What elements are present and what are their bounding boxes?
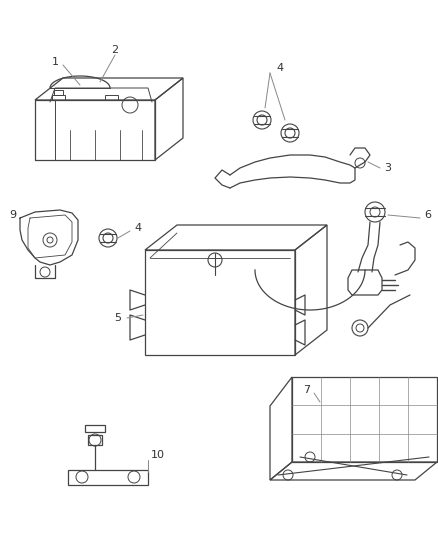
Text: 5: 5 (114, 313, 121, 323)
Text: 9: 9 (10, 210, 17, 220)
Text: 10: 10 (151, 450, 165, 460)
Text: 7: 7 (304, 385, 311, 395)
Text: 4: 4 (134, 223, 141, 233)
Text: 6: 6 (424, 210, 431, 220)
Text: 2: 2 (111, 45, 119, 55)
Text: 1: 1 (52, 57, 59, 67)
Text: 4: 4 (276, 63, 283, 73)
Text: 3: 3 (385, 163, 392, 173)
